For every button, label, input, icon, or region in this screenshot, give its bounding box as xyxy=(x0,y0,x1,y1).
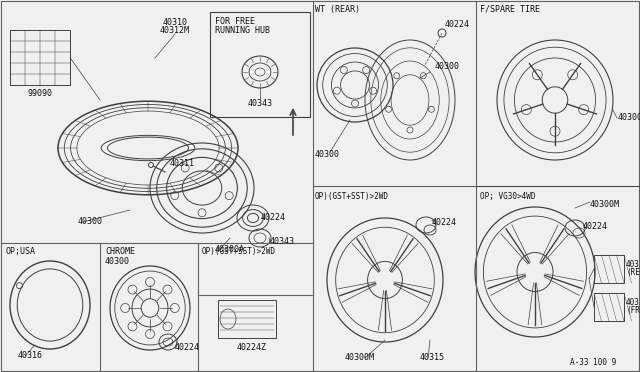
Text: 40300: 40300 xyxy=(105,257,130,266)
Text: A-33 100 9: A-33 100 9 xyxy=(570,358,616,367)
Text: F/SPARE TIRE: F/SPARE TIRE xyxy=(480,5,540,14)
Text: OP)(GST+SST)>2WD: OP)(GST+SST)>2WD xyxy=(202,247,276,256)
Text: 40311: 40311 xyxy=(170,159,195,168)
Text: CHROME: CHROME xyxy=(105,247,135,256)
Text: 40224: 40224 xyxy=(583,222,608,231)
Text: (FRONT): (FRONT) xyxy=(626,306,640,315)
Text: 40312M: 40312M xyxy=(160,26,190,35)
Text: 40315: 40315 xyxy=(420,353,445,362)
Text: 40300P: 40300P xyxy=(618,113,640,122)
Text: WT (REAR): WT (REAR) xyxy=(315,5,360,14)
Text: 40300A: 40300A xyxy=(215,246,245,254)
Text: RUNNING HUB: RUNNING HUB xyxy=(215,26,270,35)
Bar xyxy=(218,300,276,338)
Text: 40315: 40315 xyxy=(626,298,640,307)
Text: 40300: 40300 xyxy=(315,150,340,159)
Bar xyxy=(594,293,624,321)
Text: 40224Z: 40224Z xyxy=(237,343,267,352)
Text: 40300: 40300 xyxy=(435,62,460,71)
Text: 40224: 40224 xyxy=(432,218,457,227)
Text: 40315: 40315 xyxy=(626,260,640,269)
Text: 40224: 40224 xyxy=(445,20,470,29)
Text: OP;USA: OP;USA xyxy=(5,247,35,256)
Text: 40343: 40343 xyxy=(270,237,295,247)
Text: 40224: 40224 xyxy=(261,214,286,222)
Text: FOR FREE: FOR FREE xyxy=(215,17,255,26)
Text: 40316: 40316 xyxy=(18,352,43,360)
Bar xyxy=(210,12,310,117)
Text: 99090: 99090 xyxy=(28,89,52,98)
Bar xyxy=(10,30,70,85)
Bar xyxy=(594,255,624,283)
Text: OP; VG30>4WD: OP; VG30>4WD xyxy=(480,192,536,201)
Text: 40224: 40224 xyxy=(175,343,200,353)
Text: OP)(GST+SST)>2WD: OP)(GST+SST)>2WD xyxy=(315,192,389,201)
Text: 40300M: 40300M xyxy=(345,353,375,362)
Text: (REAR): (REAR) xyxy=(626,268,640,277)
Text: 40310: 40310 xyxy=(163,18,188,27)
Text: 40300M: 40300M xyxy=(590,200,620,209)
Text: 40343: 40343 xyxy=(248,99,273,108)
Text: 40300: 40300 xyxy=(78,218,103,227)
